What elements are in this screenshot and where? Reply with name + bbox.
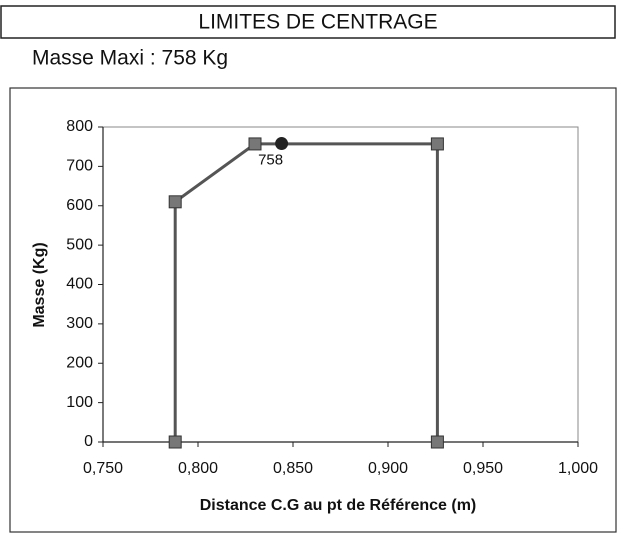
x-tick-label: 0,750 bbox=[83, 460, 123, 477]
title-box bbox=[0, 5, 616, 39]
x-tick-label: 0,850 bbox=[273, 460, 313, 477]
y-tick-label: 700 bbox=[66, 158, 93, 175]
x-tick-label: 0,800 bbox=[178, 460, 218, 477]
marker bbox=[275, 137, 289, 151]
marker bbox=[168, 435, 182, 449]
y-tick-label: 200 bbox=[66, 354, 93, 371]
series-line bbox=[173, 142, 439, 442]
y-tick-label: 300 bbox=[66, 315, 93, 332]
marker bbox=[430, 137, 444, 151]
marker bbox=[168, 195, 182, 209]
y-tick-label: 600 bbox=[66, 197, 93, 214]
y-tick-label: 100 bbox=[66, 394, 93, 411]
y-tick-label: 500 bbox=[66, 236, 93, 253]
marker bbox=[248, 137, 262, 151]
x-tick-label: 1,000 bbox=[558, 460, 598, 477]
y-tick-label: 0 bbox=[84, 433, 93, 450]
y-tick-label: 800 bbox=[66, 118, 93, 135]
chart-title: LIMITES DE CENTRAGE bbox=[198, 11, 437, 34]
marker bbox=[430, 435, 444, 449]
chart-subtitle: Masse Maxi : 758 Kg bbox=[32, 47, 228, 70]
y-axis-label: Masse (Kg) bbox=[31, 242, 48, 327]
x-axis-label: Distance C.G au pt de Référence (m) bbox=[200, 497, 477, 514]
chart-frame bbox=[9, 87, 617, 533]
y-tick-label: 400 bbox=[66, 276, 93, 293]
x-tick-label: 0,950 bbox=[463, 460, 503, 477]
x-tick-label: 0,900 bbox=[368, 460, 408, 477]
data-label: 758 bbox=[258, 152, 283, 169]
